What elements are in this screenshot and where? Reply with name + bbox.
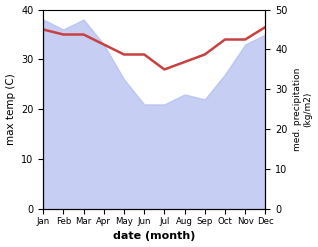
Y-axis label: med. precipitation
(kg/m2): med. precipitation (kg/m2) — [293, 68, 313, 151]
Y-axis label: max temp (C): max temp (C) — [5, 74, 16, 145]
X-axis label: date (month): date (month) — [113, 231, 196, 242]
